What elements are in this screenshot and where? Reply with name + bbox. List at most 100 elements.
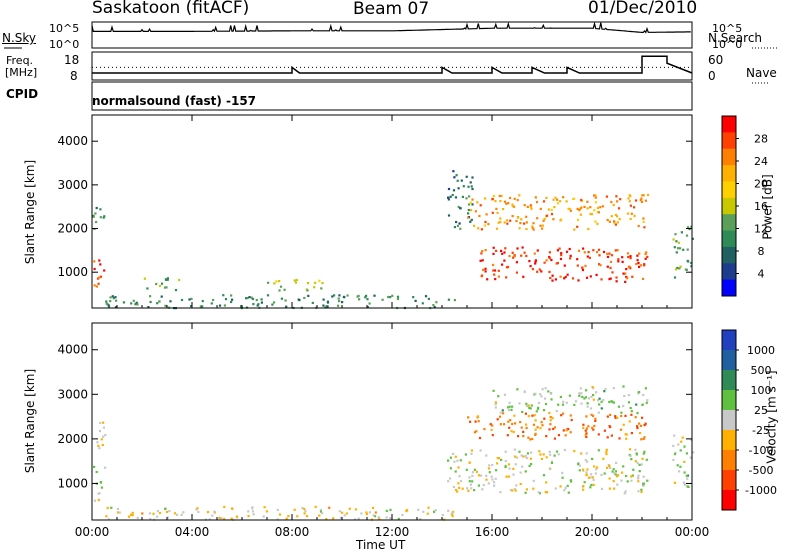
power-cell-region-7 bbox=[639, 264, 643, 267]
velocity-cell-region-5 bbox=[501, 409, 504, 412]
velocity-cell-region-4 bbox=[606, 436, 609, 439]
power-cell-region-7 bbox=[599, 264, 602, 267]
velocity-cell-region-2 bbox=[118, 511, 121, 514]
velocity-cell-region-3 bbox=[553, 454, 556, 457]
power-cell-region-5 bbox=[456, 224, 459, 227]
power-cell-region-6 bbox=[520, 218, 523, 221]
power-cell-region-6 bbox=[498, 194, 501, 198]
power-cell-region-5 bbox=[469, 220, 472, 223]
power-cell-region-2 bbox=[132, 299, 135, 302]
power-cell-region-7 bbox=[484, 249, 487, 252]
power-cell-region-7 bbox=[577, 279, 580, 282]
velocity-cell-region-2 bbox=[223, 505, 226, 508]
velocity-cell-region-3 bbox=[612, 468, 615, 471]
velocity-cell-region-4 bbox=[564, 434, 567, 437]
velocity-cell-region-4 bbox=[620, 414, 623, 418]
velocity-cell-region-3 bbox=[482, 483, 485, 487]
velocity-cell-region-2 bbox=[156, 510, 159, 513]
velocity-colorbar-tick-label: 1000 bbox=[747, 344, 775, 357]
power-cell-region-6 bbox=[525, 221, 528, 224]
power-cell-region-6 bbox=[633, 214, 636, 217]
power-cell-region-6 bbox=[599, 206, 602, 209]
velocity-cell-region-3 bbox=[512, 473, 515, 476]
power-cell-region-6 bbox=[640, 197, 643, 200]
power-cell-region-7 bbox=[646, 255, 649, 258]
velocity-cell-region-4 bbox=[643, 424, 646, 427]
power-cell-region-7 bbox=[545, 259, 548, 262]
velocity-cell-region-0 bbox=[100, 438, 103, 441]
power-cell-region-2 bbox=[130, 302, 133, 305]
power-cell-region-2 bbox=[326, 305, 329, 308]
velocity-cell-region-3 bbox=[545, 481, 548, 484]
power-cell-region-2 bbox=[115, 299, 118, 302]
velocity-cell-region-5 bbox=[559, 395, 562, 399]
power-cell-region-5 bbox=[461, 195, 464, 198]
velocity-cell-region-5 bbox=[527, 404, 530, 407]
power-cell-region-7 bbox=[608, 278, 611, 281]
power-cell-region-6 bbox=[539, 207, 542, 210]
power-cell-region-6 bbox=[560, 218, 563, 221]
velocity-cell-region-4 bbox=[553, 426, 557, 429]
power-cell-region-8 bbox=[679, 247, 682, 250]
power-cell-region-5 bbox=[453, 226, 456, 229]
velocity-cell-region-3 bbox=[561, 471, 564, 474]
power-cell-region-6 bbox=[476, 201, 479, 204]
velocity-cell-region-3 bbox=[631, 474, 634, 477]
velocity-cell-region-2 bbox=[287, 515, 290, 518]
power-cell-region-2 bbox=[322, 298, 325, 301]
power-cell-region-6 bbox=[573, 228, 576, 231]
velocity-cell-region-2 bbox=[385, 509, 388, 512]
power-cell-region-4 bbox=[321, 282, 324, 285]
velocity-cell-region-5 bbox=[595, 391, 598, 394]
power-cell-region-5 bbox=[453, 176, 456, 179]
power-cell-region-6 bbox=[634, 199, 638, 202]
velocity-colorbar-swatch bbox=[722, 330, 736, 351]
power-cell-region-2 bbox=[285, 305, 288, 308]
frequency-panel-frame bbox=[91, 51, 693, 81]
power-cell-region-6 bbox=[505, 219, 509, 222]
power-cell-region-2 bbox=[333, 294, 336, 297]
power-cell-region-7 bbox=[616, 249, 619, 252]
power-cell-region-6 bbox=[550, 213, 554, 216]
velocity-cell-region-3 bbox=[592, 483, 595, 486]
power-cell-region-7 bbox=[513, 255, 516, 258]
velocity-cell-region-5 bbox=[529, 407, 532, 410]
power-cell-region-7 bbox=[503, 259, 506, 262]
velocity-cell-region-2 bbox=[148, 512, 152, 515]
velocity-cell-region-2 bbox=[417, 508, 420, 511]
power-cell-region-7 bbox=[592, 249, 595, 252]
power-cell-region-7 bbox=[505, 276, 508, 279]
power-cell-region-6 bbox=[480, 228, 483, 231]
velocity-cell-region-2 bbox=[218, 516, 221, 519]
velocity-cell-region-4 bbox=[534, 428, 537, 431]
velocity-cell-region-5 bbox=[503, 393, 506, 396]
velocity-cell-region-4 bbox=[469, 420, 472, 423]
power-cell-region-2 bbox=[224, 298, 228, 301]
power-cell-region-2 bbox=[251, 297, 254, 301]
velocity-cell-region-2 bbox=[368, 511, 372, 514]
velocity-cell-region-3 bbox=[620, 471, 624, 474]
power-cell-region-2 bbox=[245, 297, 248, 300]
power-ytick-label: 4000 bbox=[57, 134, 88, 148]
power-cell-region-6 bbox=[576, 207, 579, 210]
power-cell-region-7 bbox=[611, 271, 614, 274]
power-cell-region-6 bbox=[562, 196, 565, 199]
power-cell-region-6 bbox=[567, 207, 570, 210]
power-cell-region-7 bbox=[516, 247, 519, 250]
power-cell-region-2 bbox=[432, 304, 435, 307]
velocity-cell-region-5 bbox=[494, 403, 497, 406]
power-cell-region-7 bbox=[585, 276, 589, 279]
velocity-cell-region-5 bbox=[627, 401, 631, 404]
velocity-colorbar-swatch bbox=[722, 350, 736, 371]
velocity-cell-region-2 bbox=[131, 511, 134, 514]
velocity-cell-region-3 bbox=[563, 489, 566, 492]
velocity-cell-region-5 bbox=[623, 394, 626, 398]
power-cell-region-2 bbox=[158, 300, 161, 303]
power-cell-region-2 bbox=[190, 297, 193, 300]
velocity-cell-region-3 bbox=[623, 492, 626, 495]
power-cell-region-0 bbox=[98, 259, 101, 262]
velocity-cell-region-5 bbox=[604, 387, 607, 391]
velocity-cell-region-3 bbox=[526, 452, 529, 455]
power-cell-region-2 bbox=[260, 298, 263, 301]
velocity-cell-region-3 bbox=[612, 480, 615, 483]
